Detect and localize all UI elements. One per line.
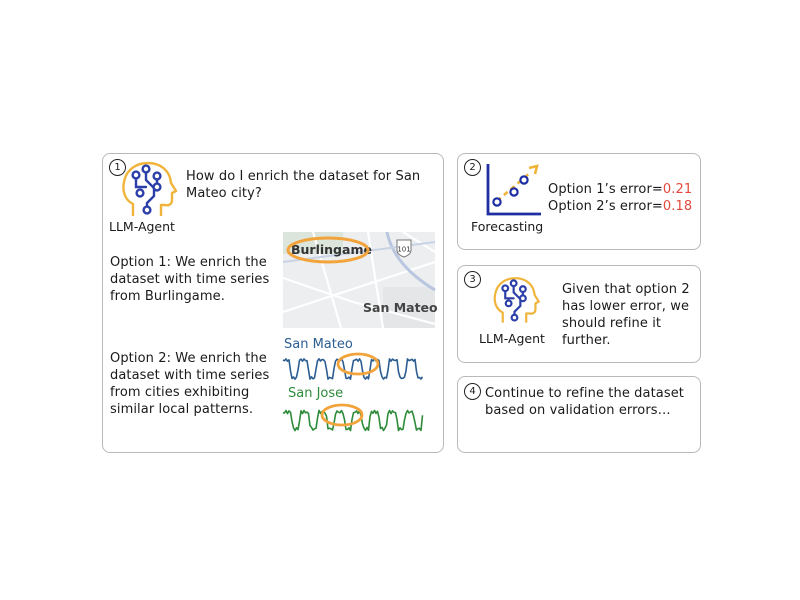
- option-1-error-value: 0.21: [662, 182, 693, 197]
- option-1-error-label: Option 1’s error=: [548, 182, 663, 197]
- map-label-burlingame: Burlingame: [291, 242, 372, 257]
- step-number-3: 3: [464, 271, 481, 288]
- san-jose-series: [282, 403, 424, 432]
- forecasting-icon: [486, 164, 541, 216]
- map-thumbnail: 101 Burlingame San Mateo: [282, 231, 438, 329]
- step-number-1: 1: [109, 159, 126, 176]
- panel-2: 2 Forecasting Option 1’s error=0.21 Opti…: [457, 153, 701, 250]
- panel-4: 4 Continue to refine the dataset based o…: [457, 376, 701, 453]
- burlingame-highlight: [286, 236, 370, 264]
- step-number-2: 2: [464, 159, 481, 176]
- panel-1: 1 LLM-Agent How do I enrich the dataset …: [102, 153, 444, 453]
- continue-text: Continue to refine the dataset based on …: [485, 386, 685, 418]
- option-2-text: Option 2: We enrich the dataset with tim…: [110, 351, 270, 417]
- san-mateo-series: [282, 352, 424, 380]
- option-1-error: Option 1’s error=0.21: [548, 181, 692, 198]
- option-2-error-label: Option 2’s error=: [548, 199, 663, 214]
- san-mateo-highlight: [336, 352, 380, 376]
- agent-label: LLM-Agent: [479, 331, 545, 346]
- option-2-error: Option 2’s error=0.18: [548, 198, 692, 215]
- series-label-san-jose: San Jose: [288, 386, 344, 401]
- refine-text: Given that option 2 has lower error, we …: [562, 282, 690, 348]
- panel-3: 3 LLM-Agent Given that option 2 has lowe…: [457, 265, 701, 363]
- question-text: How do I enrich the dataset for San Mate…: [186, 169, 421, 201]
- llm-agent-head-icon: [493, 277, 540, 323]
- llm-agent-head-icon: [122, 161, 178, 216]
- step-number-4: 4: [464, 383, 481, 400]
- highway-shield: [396, 239, 412, 258]
- agent-label: LLM-Agent: [109, 219, 175, 234]
- option-1-text: Option 1: We enrich the dataset with tim…: [110, 255, 270, 304]
- option-2-error-value: 0.18: [662, 199, 693, 214]
- series-label-san-mateo: San Mateo: [284, 337, 353, 352]
- map-label-san-mateo: San Mateo: [363, 300, 438, 315]
- forecasting-label: Forecasting: [471, 219, 544, 234]
- highway-number: 101: [397, 246, 410, 254]
- san-jose-highlight: [320, 403, 364, 427]
